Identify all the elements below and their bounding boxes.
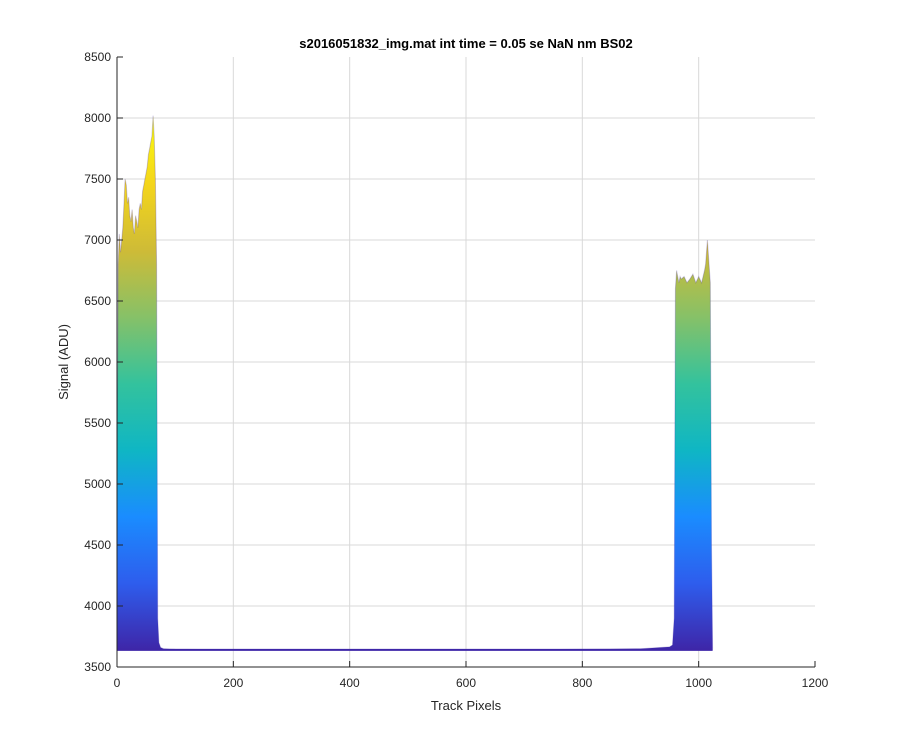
x-tick-label: 1000 bbox=[685, 676, 712, 690]
axes bbox=[116, 56, 816, 668]
chart-title: s2016051832_img.mat int time = 0.05 se N… bbox=[299, 36, 633, 51]
x-tick-label: 1200 bbox=[802, 676, 829, 690]
y-tick-label: 5500 bbox=[84, 416, 111, 430]
y-axis-label: Signal (ADU) bbox=[56, 324, 71, 400]
y-tick-label: 8500 bbox=[84, 50, 111, 64]
y-tick-label: 4000 bbox=[84, 599, 111, 613]
y-tick-label: 4500 bbox=[84, 538, 111, 552]
signal-line bbox=[117, 115, 714, 651]
x-axis-label: Track Pixels bbox=[431, 698, 502, 713]
y-tick-label: 8000 bbox=[84, 111, 111, 125]
y-tick-labels: 3500 4000 4500 5000 5500 6000 6500 7000 7500 8000… bbox=[84, 50, 111, 674]
x-tick-label: 800 bbox=[572, 676, 592, 690]
data-layer bbox=[117, 115, 714, 651]
y-tick-label: 7000 bbox=[84, 233, 111, 247]
x-tick-label: 200 bbox=[223, 676, 243, 690]
x-tick-label: 0 bbox=[114, 676, 121, 690]
x-tick-label: 400 bbox=[340, 676, 360, 690]
y-tick-label: 3500 bbox=[84, 660, 111, 674]
y-tick-label: 7500 bbox=[84, 172, 111, 186]
x-tick-label: 600 bbox=[456, 676, 476, 690]
y-tick-label: 5000 bbox=[84, 477, 111, 491]
y-tick-label: 6500 bbox=[84, 294, 111, 308]
y-tick-label: 6000 bbox=[84, 355, 111, 369]
x-tick-labels: 0 200 400 600 800 1000 1200 bbox=[114, 676, 829, 690]
